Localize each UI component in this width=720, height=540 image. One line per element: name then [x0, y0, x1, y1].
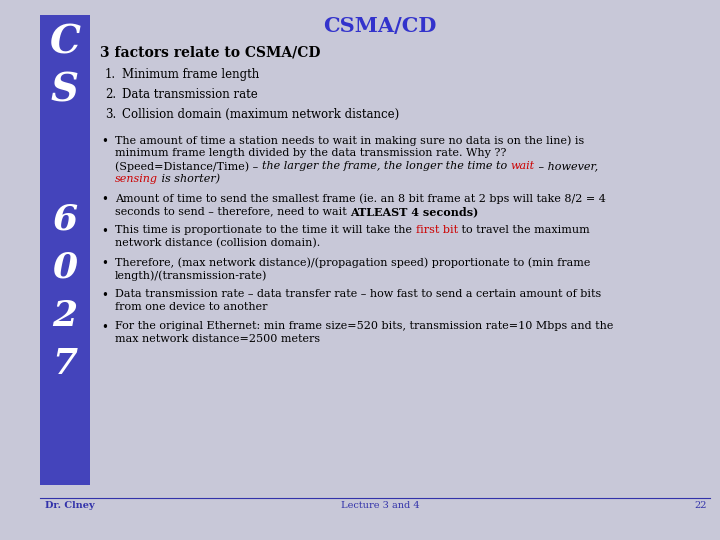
Text: 6: 6: [53, 203, 78, 237]
Text: •: •: [101, 321, 108, 334]
Text: Lecture 3 and 4: Lecture 3 and 4: [341, 501, 419, 510]
Text: 2.: 2.: [105, 88, 116, 101]
Text: •: •: [101, 193, 108, 206]
Text: 3.: 3.: [105, 108, 116, 121]
Text: Collision domain (maximum network distance): Collision domain (maximum network distan…: [122, 108, 400, 121]
Text: seconds to send – therefore, need to wait: seconds to send – therefore, need to wai…: [115, 206, 350, 216]
Text: Minimum frame length: Minimum frame length: [122, 68, 259, 81]
Text: 3 factors relate to CSMA/CD: 3 factors relate to CSMA/CD: [100, 45, 320, 59]
Text: network distance (collision domain).: network distance (collision domain).: [115, 238, 320, 248]
Text: Dr. Clney: Dr. Clney: [45, 501, 94, 510]
Text: S: S: [51, 71, 79, 109]
Text: wait: wait: [510, 161, 535, 171]
Text: the larger the frame, the longer the time to: the larger the frame, the longer the tim…: [262, 161, 510, 171]
Text: For the original Ethernet: min frame size=520 bits, transmission rate=10 Mbps an: For the original Ethernet: min frame siz…: [115, 321, 613, 331]
Text: C: C: [50, 23, 81, 61]
Text: (Speed=Distance/Time) –: (Speed=Distance/Time) –: [115, 161, 262, 172]
Text: •: •: [101, 135, 108, 148]
Text: is shorter): is shorter): [158, 174, 220, 184]
Text: Data transmission rate: Data transmission rate: [122, 88, 258, 101]
Text: Therefore, (max network distance)/(propagation speed) proportionate to (min fram: Therefore, (max network distance)/(propa…: [115, 257, 590, 267]
Text: length)/(transmission-rate): length)/(transmission-rate): [115, 270, 267, 281]
Text: first bit: first bit: [415, 225, 458, 235]
Text: sensing: sensing: [115, 174, 158, 184]
Text: 1.: 1.: [105, 68, 116, 81]
Text: 22: 22: [695, 501, 707, 510]
Text: 2: 2: [53, 299, 78, 333]
Text: CSMA/CD: CSMA/CD: [323, 16, 437, 36]
Text: The amount of time a station needs to wait in making sure no data is on the line: The amount of time a station needs to wa…: [115, 135, 584, 146]
Text: 7: 7: [53, 347, 78, 381]
Text: Amount of time to send the smallest frame (ie. an 8 bit frame at 2 bps will take: Amount of time to send the smallest fram…: [115, 193, 606, 204]
Text: This time is proportionate to the time it will take the: This time is proportionate to the time i…: [115, 225, 415, 235]
Text: minimum frame length divided by the data transmission rate. Why ??: minimum frame length divided by the data…: [115, 148, 506, 158]
Text: – however,: – however,: [535, 161, 598, 171]
Bar: [40, 15, 90, 485]
Text: Data transmission rate – data transfer rate – how fast to send a certain amount : Data transmission rate – data transfer r…: [115, 289, 601, 299]
Text: 0: 0: [53, 251, 78, 285]
Text: max network distance=2500 meters: max network distance=2500 meters: [115, 334, 320, 344]
Text: to travel the maximum: to travel the maximum: [458, 225, 590, 235]
Text: •: •: [101, 289, 108, 302]
Text: from one device to another: from one device to another: [115, 302, 268, 312]
Text: ATLEAST 4 seconds): ATLEAST 4 seconds): [350, 206, 479, 217]
Text: •: •: [101, 257, 108, 270]
Text: •: •: [101, 225, 108, 238]
